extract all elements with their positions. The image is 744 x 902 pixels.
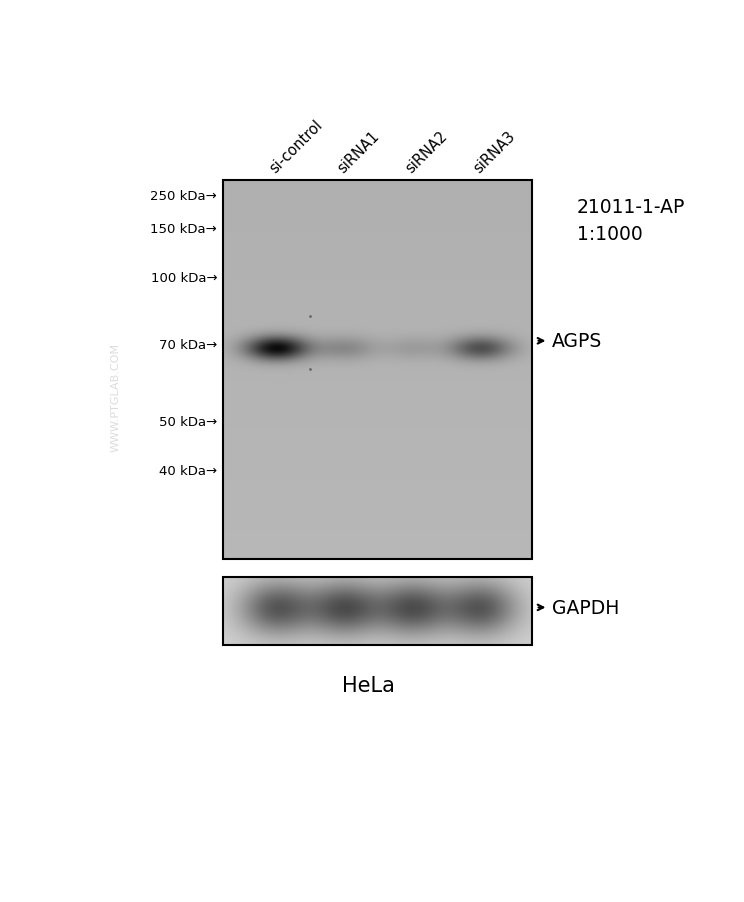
Text: 70 kDa→: 70 kDa→: [159, 339, 217, 352]
Bar: [223, 180, 532, 559]
Text: 100 kDa→: 100 kDa→: [150, 272, 217, 285]
Text: WWW.PTGLAB.COM: WWW.PTGLAB.COM: [110, 343, 121, 451]
Text: AGPS: AGPS: [552, 332, 603, 351]
Text: 50 kDa→: 50 kDa→: [159, 416, 217, 428]
Text: 150 kDa→: 150 kDa→: [150, 223, 217, 235]
Text: GAPDH: GAPDH: [552, 598, 620, 617]
Text: HeLa: HeLa: [341, 676, 395, 695]
Text: siRNA1: siRNA1: [335, 128, 382, 176]
Text: 21011-1-AP
1:1000: 21011-1-AP 1:1000: [577, 198, 685, 244]
Text: siRNA2: siRNA2: [403, 128, 450, 176]
Text: 40 kDa→: 40 kDa→: [159, 465, 217, 478]
Text: si-control: si-control: [266, 117, 325, 176]
Bar: [223, 577, 532, 645]
Text: siRNA3: siRNA3: [470, 129, 518, 176]
Text: 250 kDa→: 250 kDa→: [150, 189, 217, 203]
